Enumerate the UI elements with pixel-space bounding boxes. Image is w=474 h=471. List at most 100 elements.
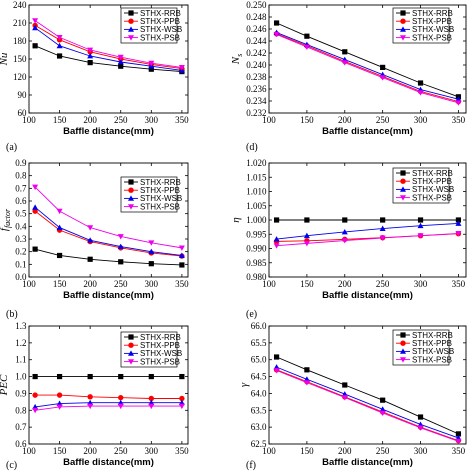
y-tick-label: 0.6 (15, 196, 27, 206)
data-point (303, 44, 310, 50)
data-point (32, 392, 38, 398)
legend-entry: STHX-PPB (140, 186, 180, 195)
data-point (303, 380, 310, 386)
y-tick-label: 0.240 (246, 60, 267, 70)
legend-entry: STHX-PPB (140, 341, 180, 350)
legend-marker (400, 170, 406, 176)
data-point (117, 54, 124, 61)
x-tick-label: 100 (262, 279, 276, 289)
data-point (148, 248, 155, 255)
legend-entry: STHX-WSB (412, 347, 454, 356)
x-axis-label: Baffle distance(mm) (322, 457, 413, 468)
y-axis-label: Nu (0, 52, 10, 66)
legend-marker (128, 10, 134, 16)
y-tick-label: 0.995 (246, 229, 267, 239)
y-axis-label-main: PEC (0, 374, 10, 396)
legend-marker (128, 342, 134, 348)
data-point (303, 240, 310, 247)
data-point (341, 228, 348, 235)
y-axis-label-main: N (230, 56, 242, 65)
data-point (56, 35, 63, 41)
data-point (379, 410, 386, 416)
y-axis-label-sub: s (235, 54, 244, 57)
data-point (273, 354, 280, 360)
data-point (117, 234, 124, 240)
y-axis-label-main: f (0, 226, 10, 231)
legend-entry: STHX-PSB (140, 357, 180, 366)
data-point (32, 18, 39, 24)
x-axis-label: Baffle distance(mm) (63, 126, 154, 137)
legend-marker (400, 35, 406, 41)
data-point (87, 403, 94, 410)
series-line (276, 32, 459, 100)
legend-entry: STHX-PPB (412, 17, 452, 26)
data-point (455, 438, 462, 445)
series-line (276, 369, 459, 442)
y-tick-label: 1.3 (15, 321, 27, 331)
x-tick-label: 350 (452, 115, 466, 125)
x-tick-label: 150 (53, 446, 67, 456)
panel-1: 100 150 200 250 300 350 0.0 0.1 0.2 0.3 0.4 0.5 0.6 0… (0, 158, 189, 301)
series-line (35, 405, 182, 411)
y-tick-label: 0.234 (246, 96, 267, 106)
y-tick-label: 1.1 (15, 355, 26, 365)
legend-entry: STHX-WSB (140, 25, 182, 34)
x-tick-label: 100 (22, 279, 36, 289)
x-tick-label: 300 (414, 446, 428, 456)
panel-4: 100 150 200 250 300 350 0.980 0.985 0.990 0.995 1.… (230, 158, 467, 301)
series-sthx-psb (32, 184, 185, 251)
x-tick-label: 250 (376, 115, 390, 125)
legend-marker (400, 348, 406, 354)
legend-marker (128, 359, 134, 365)
legend-entry: STHX-PSB (412, 193, 452, 202)
y-tick-label: 0.8 (15, 171, 27, 181)
x-tick-label: 200 (83, 279, 97, 289)
x-tick-label: 100 (22, 446, 36, 456)
data-point (341, 60, 348, 66)
y-tick-label: 1.0 (15, 372, 27, 382)
series-line (35, 394, 182, 399)
data-point (117, 403, 124, 410)
y-tick-label: 60 (18, 108, 28, 118)
series-sthx-rrb (32, 373, 185, 380)
y-tick-label: 0.250 (246, 0, 267, 10)
series-sthx-wsb (273, 364, 462, 441)
data-point (56, 404, 63, 410)
x-tick-label: 250 (114, 279, 128, 289)
series-line (276, 370, 459, 442)
x-tick-label: 200 (338, 115, 352, 125)
series-line (276, 22, 459, 98)
series-sthx-rrb (273, 217, 462, 223)
data-point (417, 80, 424, 86)
x-tick-label: 150 (300, 115, 314, 125)
data-point (273, 236, 280, 242)
y-tick-label: 120 (13, 72, 27, 82)
legend-entry: STHX-PSB (412, 355, 452, 364)
data-point (179, 395, 185, 402)
legend-entry: STHX-PSB (412, 33, 452, 42)
data-point (179, 262, 185, 268)
series-line (34, 27, 182, 71)
data-point (32, 373, 38, 380)
data-point (148, 60, 155, 67)
data-point (56, 42, 63, 49)
series-line (34, 25, 182, 70)
series-line (35, 402, 182, 408)
x-tick-label: 300 (145, 115, 159, 125)
y-tick-label: 90 (18, 90, 28, 100)
x-tick-label: 300 (414, 279, 428, 289)
legend-marker (128, 26, 134, 32)
data-point (273, 243, 280, 249)
data-point (178, 403, 185, 410)
legend-entry: STHX-PPB (140, 17, 180, 26)
x-tick-label: 200 (83, 115, 97, 125)
y-tick-label: 1.015 (246, 172, 267, 182)
panel-5: 100 150 200 250 300 350 62.5 63.0 63.5 64.0 64.5 65… (238, 321, 467, 468)
y-tick-label: 1.005 (246, 201, 267, 211)
y-axis-label-main: Nu (0, 52, 10, 66)
x-tick-label: 100 (262, 115, 276, 125)
x-tick-label: 300 (414, 115, 428, 125)
